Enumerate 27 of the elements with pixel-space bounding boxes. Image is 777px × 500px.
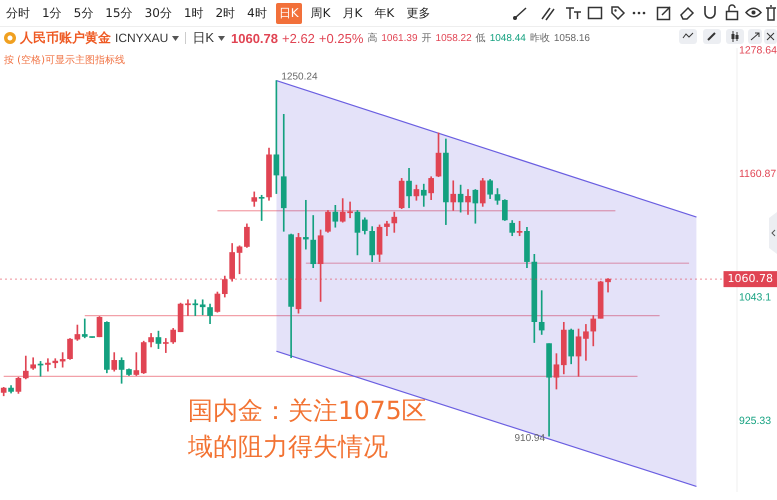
text: 5分 (72, 4, 94, 22)
y-tick-label: 1160.87 (739, 168, 776, 180)
text: 年K (373, 4, 396, 22)
text: 日K 1060.78 +2.62 +0.25% 高 1061.39 开 1058.22 低 1048.44 昨收 1058.16 (192, 30, 590, 46)
annotation: 国内金：关注1075区域的阻力得失情况 (188, 395, 428, 463)
candlestick (384, 220, 390, 236)
text: 日K (276, 2, 302, 24)
chart-title: 人民币账户黄金 ICNYXAU (20, 29, 168, 47)
text: 分时 (5, 4, 31, 22)
text: 30分 (144, 4, 173, 22)
annotation: 1250.24 (281, 71, 318, 82)
text: 2时 (214, 4, 236, 22)
y-tick-label: 1043.1 (739, 292, 772, 304)
text: 周K (310, 4, 332, 22)
text: 4时 (246, 4, 268, 22)
y-tick-label: 1278.64 (739, 44, 777, 57)
text: 1时 (182, 4, 204, 22)
text: 1分 (41, 4, 63, 22)
annotation: 910.94 (514, 432, 546, 444)
text: 更多 (405, 4, 432, 22)
candlestick (38, 361, 44, 377)
y-tick-label: 925.33 (739, 415, 772, 428)
candlestick (465, 189, 471, 215)
ref-line-label: 1060.78 (728, 272, 773, 285)
text: 15分 (104, 4, 134, 22)
annotation: 按 (空格)可显示主图指标线 (4, 54, 125, 67)
text: 月K (342, 4, 364, 22)
